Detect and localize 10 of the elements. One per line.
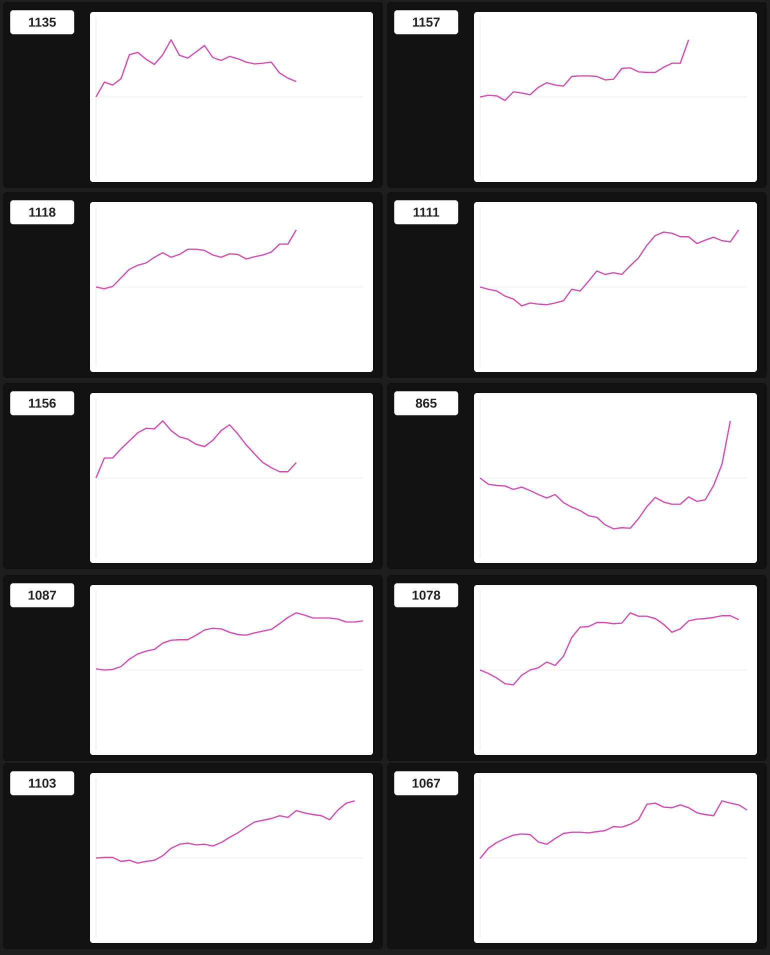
chart-title: 1103 xyxy=(28,778,56,788)
chart-title: 1156 xyxy=(28,398,56,408)
chart-title: 1078 xyxy=(412,590,440,600)
chart-title: 1157 xyxy=(412,18,440,27)
chart-title: 1135 xyxy=(28,18,56,27)
chart-title: 865 xyxy=(416,398,437,408)
chart-title: 1118 xyxy=(29,208,56,217)
chart-title: 1087 xyxy=(28,590,56,600)
chart-title: 1067 xyxy=(412,778,440,788)
chart-title: 1111 xyxy=(414,208,440,217)
